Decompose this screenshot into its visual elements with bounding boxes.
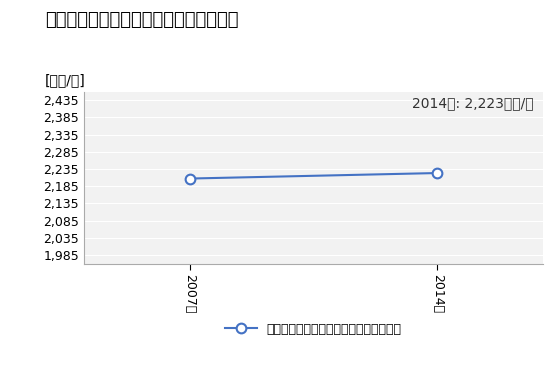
Line: 商業の従業者一人当たり年間商品販売額: 商業の従業者一人当たり年間商品販売額 — [185, 168, 442, 183]
Legend: 商業の従業者一人当たり年間商品販売額: 商業の従業者一人当たり年間商品販売額 — [221, 318, 407, 341]
Text: [万円/人]: [万円/人] — [45, 73, 86, 87]
商業の従業者一人当たり年間商品販売額 — [434, 171, 441, 175]
Text: 商業の従業者一人当たり年間商品販売額: 商業の従業者一人当たり年間商品販売額 — [45, 11, 239, 29]
商業の従業者一人当たり年間商品販売額 — [186, 176, 193, 181]
Text: 2014年: 2,223万円/人: 2014年: 2,223万円/人 — [412, 97, 534, 111]
